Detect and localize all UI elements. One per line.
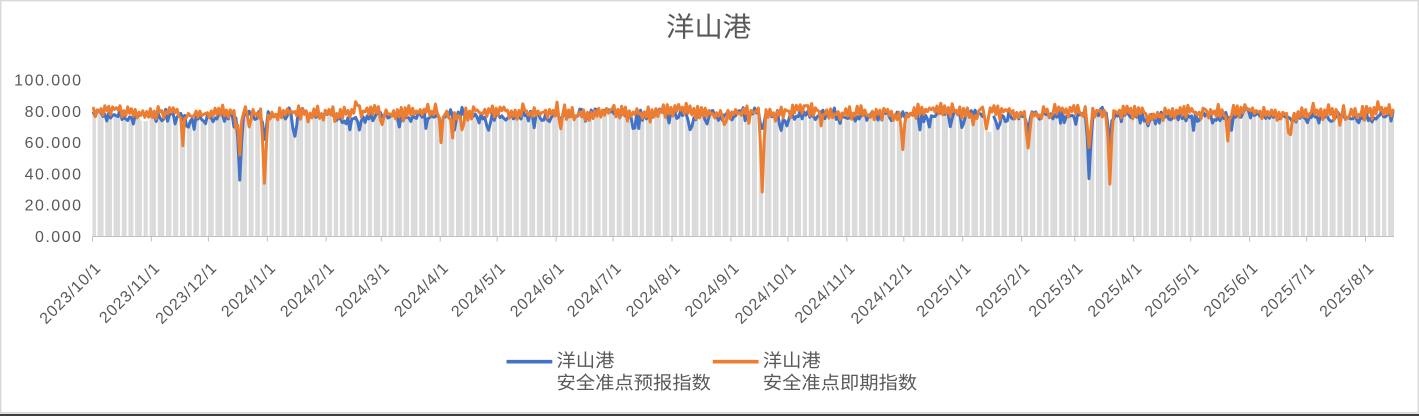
svg-text:0.000: 0.000 [35, 229, 83, 246]
svg-text:40.000: 40.000 [25, 166, 83, 183]
svg-text:20.000: 20.000 [25, 198, 83, 215]
svg-text:100.000: 100.000 [14, 73, 82, 90]
svg-text:60.000: 60.000 [25, 135, 83, 152]
svg-text:80.000: 80.000 [25, 104, 83, 121]
